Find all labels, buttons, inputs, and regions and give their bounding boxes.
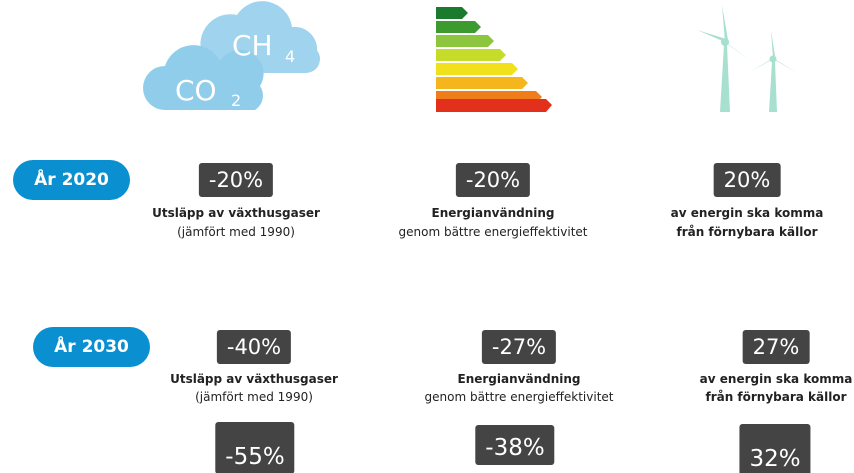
wind-turbine-icon	[697, 5, 796, 112]
label-line1: av energin ska komma	[699, 372, 853, 386]
co2-sub: 2	[231, 91, 241, 110]
ch4-sub: 4	[285, 47, 295, 66]
value-badge: -20%	[198, 163, 274, 197]
extra-badge: 32%	[739, 424, 811, 473]
label-line1: Utsläpp av växthusgaser	[152, 206, 320, 220]
label-line1: Energianvändning	[457, 372, 581, 386]
value-badge: 27%	[742, 330, 810, 364]
value-badge: -27%	[481, 330, 557, 364]
label-line2: från förnybara källor	[705, 390, 847, 404]
co2-label: CO	[175, 74, 217, 107]
label-line2: (jämfört med 1990)	[177, 225, 295, 239]
energy-label-icon	[436, 7, 552, 112]
value-badge: 20%	[713, 163, 781, 197]
icons: CO 2 CH 4	[143, 1, 796, 112]
label-line2: genom bättre energieffektivitet	[398, 225, 588, 239]
label-line2: genom bättre energieffektivitet	[424, 390, 614, 404]
year-pill: År 2020	[13, 160, 130, 200]
extra-badge: -38%	[475, 425, 555, 465]
label-line2: (jämfört med 1990)	[195, 390, 313, 404]
label-line2: från förnybara källor	[676, 225, 818, 239]
value-badge: -20%	[455, 163, 531, 197]
label-line1: Utsläpp av växthusgaser	[170, 372, 338, 386]
extra-badge: -55%	[215, 422, 295, 473]
ch4-label: CH	[232, 29, 273, 62]
year-pill: År 2030	[33, 327, 150, 367]
value-badge: -40%	[216, 330, 292, 364]
label-line1: av energin ska komma	[670, 206, 824, 220]
label-line1: Energianvändning	[431, 206, 555, 220]
cloud-icon: CO 2 CH 4	[143, 1, 320, 110]
